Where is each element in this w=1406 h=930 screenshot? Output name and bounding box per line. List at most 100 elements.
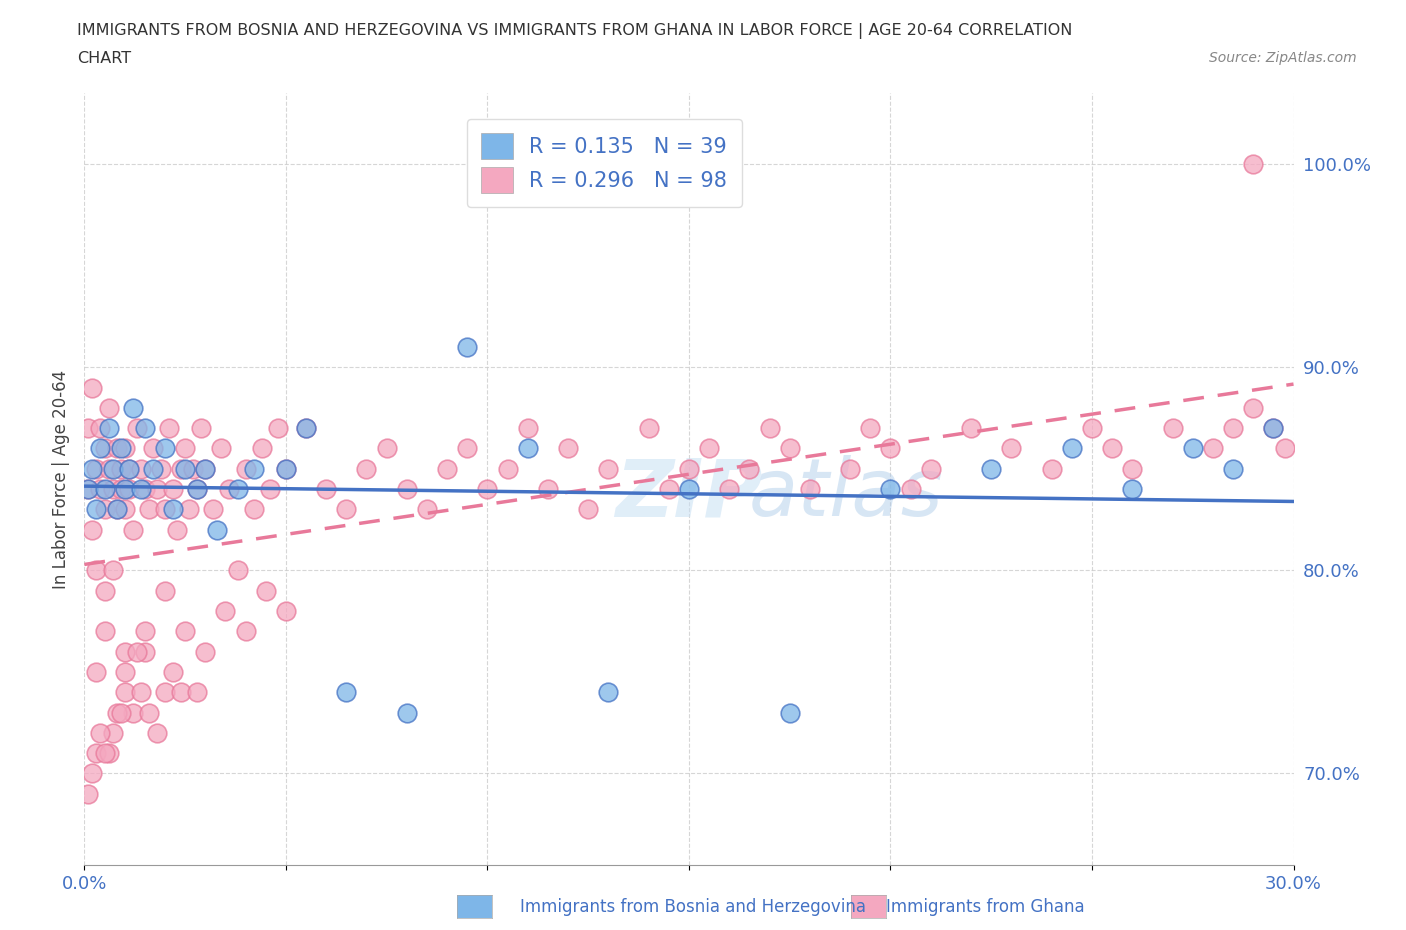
Point xyxy=(879,482,901,497)
Point xyxy=(186,482,208,497)
Point xyxy=(105,705,128,720)
Point xyxy=(207,523,229,538)
Point xyxy=(242,461,264,476)
Point xyxy=(157,420,180,435)
Point xyxy=(274,461,297,476)
Point xyxy=(86,461,108,476)
Point xyxy=(920,461,942,476)
Point xyxy=(1263,420,1285,435)
Point xyxy=(537,482,560,497)
Point xyxy=(1081,420,1104,435)
Point xyxy=(105,502,128,517)
Point xyxy=(134,420,156,435)
Point xyxy=(118,461,141,476)
Point xyxy=(89,441,111,456)
Point xyxy=(179,502,201,517)
Point xyxy=(153,583,176,598)
Point xyxy=(960,420,983,435)
Point xyxy=(335,684,357,699)
Point xyxy=(153,441,176,456)
Point xyxy=(162,502,184,517)
Point xyxy=(82,380,104,395)
Point xyxy=(557,441,579,456)
Y-axis label: In Labor Force | Age 20-64: In Labor Force | Age 20-64 xyxy=(52,369,70,589)
Point xyxy=(121,523,143,538)
Point xyxy=(101,461,124,476)
Point xyxy=(267,420,290,435)
Point xyxy=(101,482,124,497)
Point xyxy=(235,461,257,476)
Point xyxy=(194,461,217,476)
Text: Immigrants from Bosnia and Herzegovina: Immigrants from Bosnia and Herzegovina xyxy=(520,897,866,916)
Point xyxy=(1121,461,1143,476)
Point xyxy=(375,441,398,456)
Point xyxy=(89,482,111,497)
Point xyxy=(456,339,478,354)
Point xyxy=(114,684,136,699)
Point xyxy=(436,461,458,476)
Point xyxy=(226,482,249,497)
Point xyxy=(637,420,659,435)
Point xyxy=(82,766,104,781)
Point xyxy=(114,644,136,659)
Point xyxy=(89,725,111,740)
Point xyxy=(110,482,132,497)
Point xyxy=(186,684,208,699)
Point xyxy=(678,482,700,497)
Point xyxy=(235,624,257,639)
Point xyxy=(779,705,801,720)
Point xyxy=(86,665,108,680)
Point xyxy=(114,502,136,517)
Point xyxy=(82,523,104,538)
Point xyxy=(121,705,143,720)
Text: ZIP: ZIP xyxy=(616,456,762,534)
Point xyxy=(77,787,100,802)
Point xyxy=(114,441,136,456)
Point xyxy=(658,482,681,497)
Point xyxy=(77,420,100,435)
Point xyxy=(799,482,821,497)
Text: atlas: atlas xyxy=(749,456,943,534)
Point xyxy=(274,604,297,618)
Point xyxy=(93,502,115,517)
Point xyxy=(1202,441,1225,456)
Point xyxy=(1101,441,1123,456)
Point xyxy=(598,461,620,476)
Point xyxy=(93,583,115,598)
Point xyxy=(142,461,165,476)
Point xyxy=(149,461,172,476)
Point xyxy=(118,482,141,497)
Point xyxy=(1222,461,1244,476)
Point xyxy=(576,502,599,517)
Point xyxy=(839,461,862,476)
Point xyxy=(1121,482,1143,497)
Point xyxy=(242,502,264,517)
Point xyxy=(86,502,108,517)
Point xyxy=(89,420,111,435)
Point xyxy=(477,482,499,497)
Point xyxy=(395,705,418,720)
Text: Source: ZipAtlas.com: Source: ZipAtlas.com xyxy=(1209,51,1357,65)
Point xyxy=(174,461,197,476)
Point xyxy=(153,684,176,699)
Text: IMMIGRANTS FROM BOSNIA AND HERZEGOVINA VS IMMIGRANTS FROM GHANA IN LABOR FORCE |: IMMIGRANTS FROM BOSNIA AND HERZEGOVINA V… xyxy=(77,23,1073,39)
Point xyxy=(77,482,100,497)
Point xyxy=(1060,441,1083,456)
Point xyxy=(97,461,120,476)
Point xyxy=(86,563,108,578)
Point xyxy=(121,401,143,416)
Point xyxy=(86,746,108,761)
Point xyxy=(496,461,519,476)
Point xyxy=(218,482,240,497)
Point xyxy=(315,482,337,497)
Point xyxy=(598,684,620,699)
Point xyxy=(114,482,136,497)
Point xyxy=(142,441,165,456)
Point xyxy=(134,624,156,639)
Point xyxy=(190,420,212,435)
Point xyxy=(153,502,176,517)
Point xyxy=(125,420,148,435)
Text: CHART: CHART xyxy=(77,51,131,66)
Point xyxy=(697,441,720,456)
Point xyxy=(295,420,318,435)
